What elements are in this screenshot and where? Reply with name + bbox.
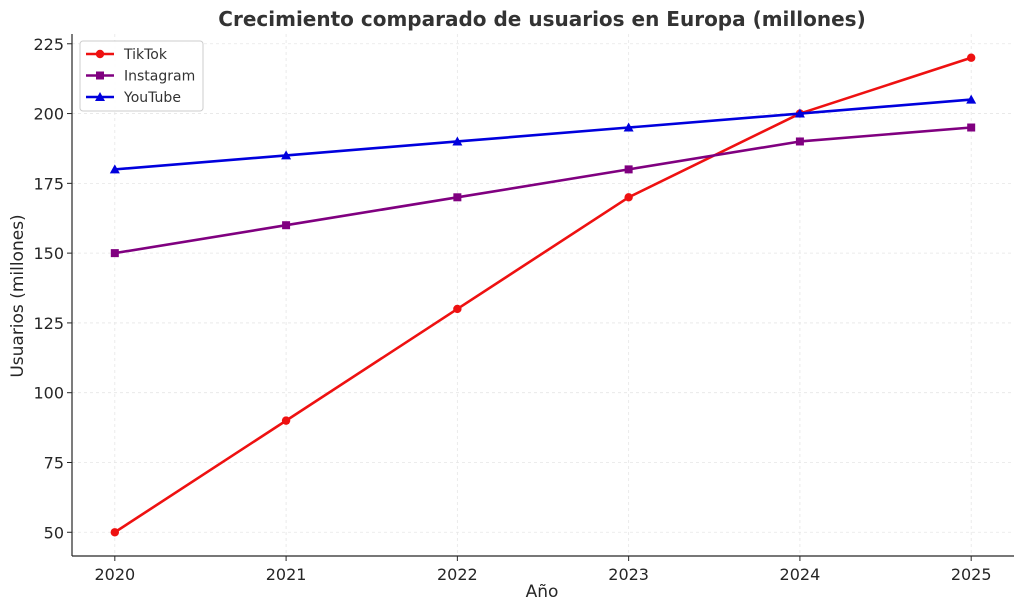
legend-marker-instagram: [96, 71, 104, 80]
ticks: 50 75 100 125 150 175 200 225 2020 2021 2022 2023 20…: [33, 35, 991, 584]
legend-label-instagram: Instagram: [124, 69, 195, 85]
y-tick-label: 225: [33, 35, 64, 54]
data-point-tiktok: [966, 53, 976, 62]
legend-label-tiktok: TikTok: [123, 47, 168, 63]
data-point-instagram: [795, 137, 804, 146]
data-point-instagram: [282, 221, 291, 230]
data-point-instagram: [624, 165, 633, 174]
data-point-youtube: [794, 108, 805, 118]
x-tick-label: 2021: [266, 565, 307, 584]
data-point-youtube: [966, 94, 977, 104]
x-axis-label: Año: [526, 582, 559, 602]
legend-box: [79, 40, 204, 112]
grid: [72, 34, 1014, 556]
series-lines: [109, 53, 977, 537]
y-tick-label: 100: [33, 384, 64, 403]
data-point-youtube: [281, 150, 292, 160]
data-point-tiktok: [624, 193, 633, 202]
y-tick-label: 175: [33, 174, 64, 193]
series-instagram: [110, 123, 976, 258]
data-point-instagram: [453, 193, 462, 202]
data-point-tiktok: [110, 528, 120, 537]
series-youtube: [109, 94, 977, 174]
axes: [71, 34, 1014, 557]
series-line-youtube: [113, 98, 973, 171]
chart-title: Crecimiento comparado de usuarios en Eur…: [218, 7, 865, 31]
data-point-youtube: [452, 136, 463, 146]
series-line-tiktok: [113, 56, 973, 534]
data-point-instagram: [110, 249, 119, 258]
y-axis-label: Usuarios (millones): [8, 214, 28, 377]
data-point-youtube: [623, 122, 634, 132]
data-point-tiktok: [281, 416, 291, 425]
x-tick-label: 2023: [608, 565, 649, 584]
x-tick-label: 2022: [437, 565, 478, 584]
data-point-instagram: [967, 123, 976, 132]
y-tick-label: 200: [33, 105, 64, 124]
legend: TikTok Instagram YouTube: [79, 40, 204, 112]
data-point-youtube: [109, 164, 120, 174]
legend-label-youtube: YouTube: [123, 90, 181, 106]
data-point-tiktok: [453, 304, 462, 314]
series-line-instagram: [113, 126, 973, 255]
x-tick-label: 2025: [951, 565, 992, 584]
y-tick-label: 150: [33, 244, 64, 263]
y-tick-label: 50: [44, 523, 64, 542]
legend-marker-tiktok: [95, 49, 105, 59]
series-tiktok: [110, 53, 976, 537]
y-tick-label: 75: [44, 453, 64, 472]
x-tick-label: 2024: [780, 565, 821, 584]
y-tick-label: 125: [33, 314, 64, 333]
legend-marker-youtube: [95, 92, 105, 101]
x-tick-label: 2020: [94, 565, 135, 584]
